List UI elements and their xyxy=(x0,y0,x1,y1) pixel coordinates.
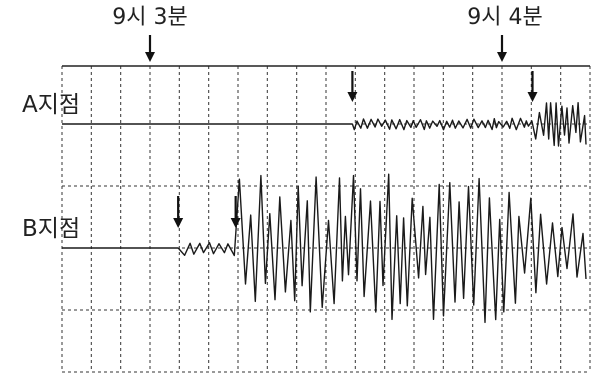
station-a-s-wave-arrow xyxy=(527,71,538,102)
time-marker-label-0: 9시 3분 xyxy=(112,5,187,30)
station-label-a: A지점 xyxy=(22,92,80,118)
station-b-trace xyxy=(177,173,587,324)
station-a-trace xyxy=(351,102,587,147)
station-a-p-wave-arrow xyxy=(347,71,358,102)
station-b-s-wave-arrow xyxy=(230,196,241,228)
time-marker-label-1: 9시 4분 xyxy=(467,5,542,30)
arrow-layer xyxy=(145,35,538,228)
station-label-b: B지점 xyxy=(22,216,80,242)
time-marker-arrow-0 xyxy=(145,35,155,62)
trace-layer xyxy=(62,102,587,324)
station-b-p-wave-arrow xyxy=(173,196,184,228)
time-marker-arrow-1 xyxy=(497,35,507,62)
